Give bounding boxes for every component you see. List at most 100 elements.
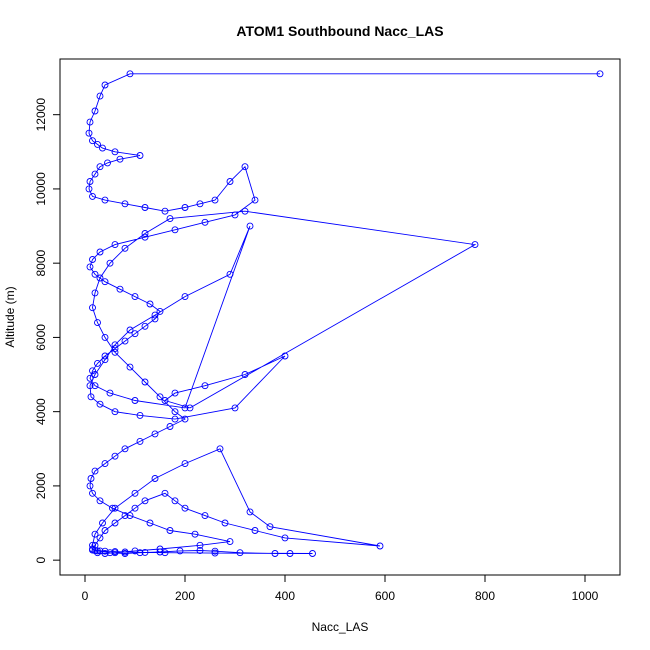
data-point <box>101 333 109 341</box>
data-point <box>226 270 234 278</box>
series-line <box>88 73 600 554</box>
data-point <box>171 389 179 397</box>
data-point <box>136 411 144 419</box>
data-point <box>281 352 289 360</box>
x-axis-label: Nacc_LAS <box>312 620 369 634</box>
data-point <box>201 218 209 226</box>
data-point <box>101 196 109 204</box>
data-point <box>96 497 104 505</box>
data-point <box>376 542 384 550</box>
data-point <box>231 404 239 412</box>
data-point <box>126 512 134 520</box>
data-point <box>99 144 106 152</box>
data-point <box>121 512 129 520</box>
chart-title: ATOM1 Southbound Nacc_LAS <box>236 23 443 39</box>
data-point <box>101 278 109 286</box>
data-point <box>101 81 109 89</box>
data-point <box>196 547 204 554</box>
data-point <box>91 371 99 378</box>
data-point <box>101 352 109 360</box>
data-point <box>181 293 189 301</box>
data-point <box>89 256 96 263</box>
data-point <box>141 233 149 241</box>
data-point <box>246 508 254 516</box>
data-point <box>131 504 139 512</box>
data-point <box>101 547 109 555</box>
data-point <box>241 207 249 215</box>
data-point <box>91 107 99 115</box>
data-point <box>89 546 96 554</box>
data-point <box>116 285 124 293</box>
data-point <box>96 400 104 408</box>
data-point <box>126 363 134 371</box>
data-point <box>161 489 169 497</box>
data-point <box>91 382 99 390</box>
data-point <box>111 452 119 460</box>
data-point <box>226 538 234 546</box>
data-point <box>96 92 104 100</box>
data-point <box>91 270 99 278</box>
data-point <box>99 519 106 527</box>
data-point <box>111 408 119 416</box>
y-tick-label: 0 <box>34 556 48 563</box>
data-point <box>181 415 189 423</box>
data-point <box>281 534 289 542</box>
data-point <box>121 445 129 453</box>
x-tick-label: 0 <box>82 589 89 603</box>
data-point <box>131 489 139 497</box>
data-point <box>101 460 109 468</box>
data-point <box>101 356 109 364</box>
data-point <box>106 259 114 267</box>
data-point <box>156 545 164 553</box>
data-point <box>191 530 199 538</box>
data-point <box>111 148 119 156</box>
x-tick-label: 200 <box>175 589 195 603</box>
y-tick-label: 4000 <box>34 398 48 425</box>
y-tick-label: 8000 <box>34 250 48 277</box>
y-axis-label: Altitude (m) <box>3 286 17 347</box>
data-point <box>221 519 229 527</box>
data-point <box>156 307 164 315</box>
data-point <box>156 393 164 401</box>
y-tick-label: 6000 <box>34 324 48 351</box>
data-point <box>151 311 159 319</box>
data-point <box>151 475 159 482</box>
x-tick-label: 1000 <box>572 589 599 603</box>
data-point <box>111 348 119 356</box>
data-point <box>86 263 94 271</box>
data-point <box>111 548 119 556</box>
data-point <box>94 359 101 367</box>
data-point <box>596 70 604 78</box>
data-point <box>181 404 189 412</box>
data-point <box>309 550 316 557</box>
x-tick-label: 800 <box>475 589 495 603</box>
data-point <box>151 430 159 438</box>
data-point <box>166 527 174 534</box>
x-tick-label: 400 <box>275 589 295 603</box>
data-point <box>121 337 129 345</box>
data-point <box>196 541 204 549</box>
data-point <box>246 222 254 230</box>
data-point <box>271 550 279 557</box>
data-point <box>111 341 119 349</box>
data-point <box>101 527 109 534</box>
data-point <box>126 70 134 78</box>
y-axis: 0 2000 4000 6000 8000 10000 12000 <box>34 98 61 563</box>
data-point <box>121 200 129 208</box>
data-point <box>91 530 99 538</box>
data-point <box>471 241 479 249</box>
data-point <box>91 289 99 297</box>
data-point <box>89 304 96 312</box>
data-point <box>111 504 119 512</box>
data-point <box>104 159 111 167</box>
data-point <box>89 137 96 145</box>
data-point <box>131 547 139 555</box>
data-point <box>166 215 174 223</box>
data-point <box>141 378 149 386</box>
data-point <box>161 207 169 215</box>
data-point <box>96 534 104 542</box>
data-point <box>161 549 169 557</box>
data-point <box>131 293 139 301</box>
x-axis: 0 200 400 600 800 1000 <box>82 574 599 603</box>
